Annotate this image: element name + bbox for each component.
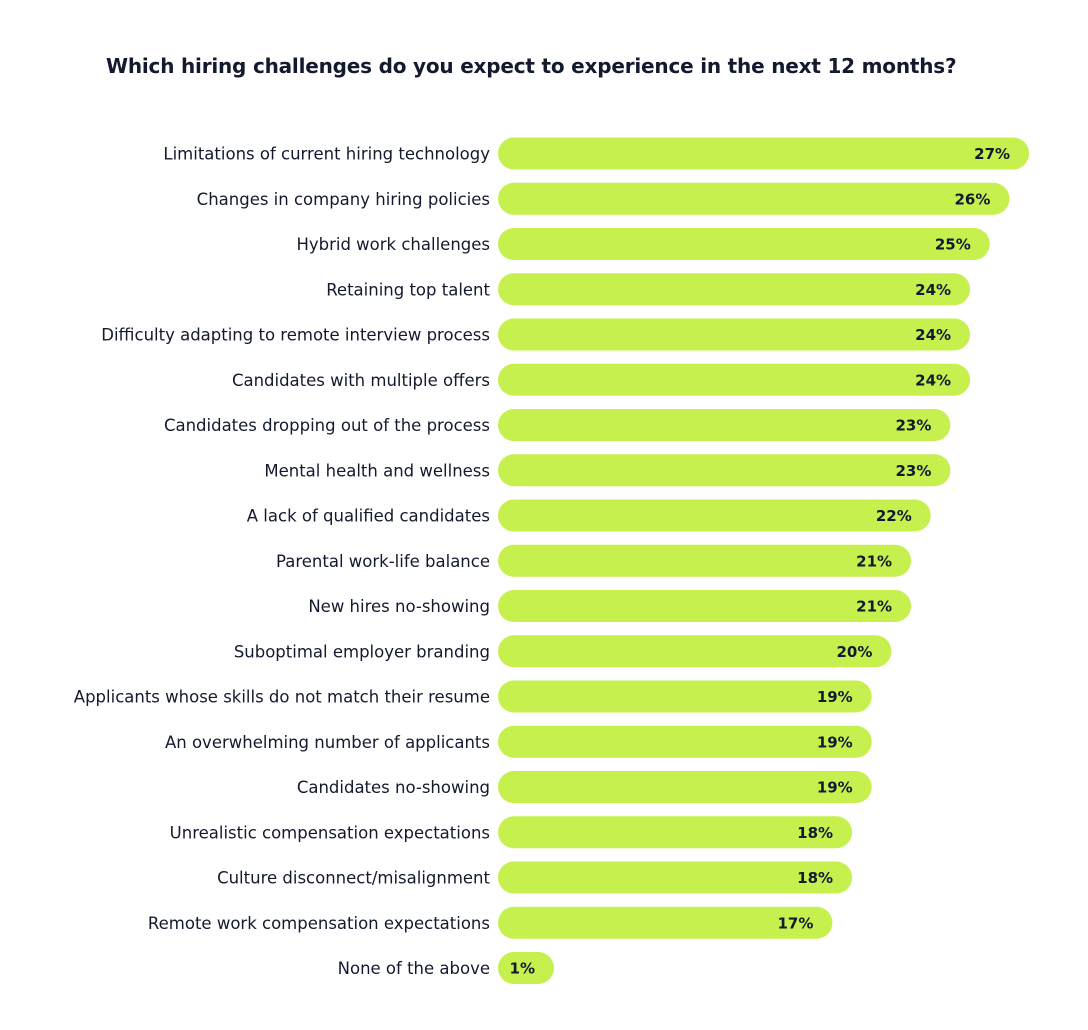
bar bbox=[498, 499, 931, 532]
bar bbox=[498, 635, 892, 668]
value-label: 17% bbox=[777, 914, 813, 932]
bar bbox=[498, 228, 990, 260]
bar bbox=[498, 952, 554, 984]
bar bbox=[498, 454, 951, 487]
bar bbox=[498, 906, 833, 939]
bar bbox=[498, 590, 912, 622]
bar-row: New hires no-showing 21% bbox=[308, 590, 912, 622]
category-label: Limitations of current hiring technology bbox=[163, 145, 490, 164]
category-label: Suboptimal employer branding bbox=[234, 642, 490, 661]
bar bbox=[498, 137, 1030, 170]
category-label: Parental work-life balance bbox=[276, 552, 490, 571]
category-label: Candidates no-showing bbox=[297, 778, 490, 797]
bar-row: Difficulty adapting to remote interview … bbox=[101, 318, 971, 351]
bars-layer: Limitations of current hiring technology… bbox=[74, 137, 1030, 984]
bar bbox=[498, 182, 1010, 215]
value-label: 24% bbox=[915, 326, 951, 344]
bar-row: Remote work compensation expectations 17% bbox=[148, 906, 833, 939]
bar bbox=[498, 771, 872, 803]
bar-row: Candidates no-showing 19% bbox=[297, 771, 872, 803]
category-label: An overwhelming number of applicants bbox=[165, 733, 490, 752]
value-label: 23% bbox=[896, 462, 932, 480]
bar-row: A lack of qualified candidates 22% bbox=[247, 499, 931, 532]
value-label: 20% bbox=[836, 643, 872, 661]
bar bbox=[498, 861, 853, 894]
bar bbox=[498, 544, 912, 577]
value-label: 19% bbox=[817, 688, 853, 706]
value-label: 25% bbox=[935, 236, 971, 254]
bar-row: An overwhelming number of applicants 19% bbox=[165, 725, 872, 758]
value-label: 27% bbox=[974, 145, 1010, 163]
category-label: Candidates with multiple offers bbox=[232, 371, 490, 390]
bar bbox=[498, 318, 971, 351]
bar-row: Mental health and wellness 23% bbox=[264, 454, 951, 487]
value-label: 19% bbox=[817, 733, 853, 751]
bar-row: Suboptimal employer branding 20% bbox=[234, 635, 892, 668]
bar-row: Parental work-life balance 21% bbox=[276, 544, 912, 577]
value-label: 22% bbox=[876, 507, 912, 525]
category-label: Mental health and wellness bbox=[264, 461, 490, 480]
chart-title: Which hiring challenges do you expect to… bbox=[106, 54, 957, 78]
category-label: Difficulty adapting to remote interview … bbox=[101, 326, 490, 345]
category-label: Retaining top talent bbox=[326, 280, 490, 299]
value-label: 19% bbox=[817, 779, 853, 797]
bar-row: Culture disconnect/misalignment 18% bbox=[217, 861, 853, 894]
category-label: Changes in company hiring policies bbox=[197, 190, 490, 209]
category-label: Remote work compensation expectations bbox=[148, 914, 490, 933]
category-label: Candidates dropping out of the process bbox=[164, 416, 490, 435]
bar-row: Applicants whose skills do not match the… bbox=[74, 680, 872, 713]
category-label: None of the above bbox=[338, 959, 490, 978]
category-label: Hybrid work challenges bbox=[296, 235, 490, 254]
value-label: 23% bbox=[896, 417, 932, 435]
bar bbox=[498, 816, 853, 849]
bar-row: Candidates dropping out of the process 23… bbox=[164, 409, 951, 441]
category-label: Culture disconnect/misalignment bbox=[217, 869, 490, 888]
value-label: 24% bbox=[915, 281, 951, 299]
bar-row: Hybrid work challenges 25% bbox=[296, 228, 990, 260]
bar bbox=[498, 363, 971, 396]
bar-row: Changes in company hiring policies 26% bbox=[197, 182, 1010, 215]
bar-row: Limitations of current hiring technology… bbox=[163, 137, 1030, 170]
value-label: 18% bbox=[797, 824, 833, 842]
category-label: Unrealistic compensation expectations bbox=[170, 823, 490, 842]
bar-row: Unrealistic compensation expectations 18% bbox=[170, 816, 853, 849]
bar-row: None of the above 1% bbox=[338, 952, 554, 984]
bar bbox=[498, 409, 951, 441]
category-label: A lack of qualified candidates bbox=[247, 507, 490, 526]
value-label: 18% bbox=[797, 869, 833, 887]
bar bbox=[498, 273, 971, 306]
category-label: New hires no-showing bbox=[308, 597, 490, 616]
value-label: 24% bbox=[915, 371, 951, 389]
bar-row: Candidates with multiple offers 24% bbox=[232, 363, 971, 396]
bar-row: Retaining top talent 24% bbox=[326, 273, 971, 306]
bar bbox=[498, 680, 872, 713]
value-label: 26% bbox=[955, 190, 991, 208]
bar bbox=[498, 725, 872, 758]
value-label: 1% bbox=[510, 960, 535, 978]
value-label: 21% bbox=[856, 598, 892, 616]
value-label: 21% bbox=[856, 552, 892, 570]
category-label: Applicants whose skills do not match the… bbox=[74, 688, 490, 707]
